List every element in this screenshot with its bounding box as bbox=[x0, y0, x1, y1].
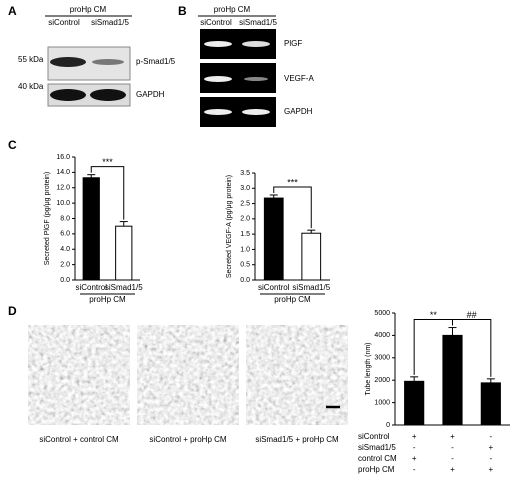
blot-header: proHp CM bbox=[70, 5, 107, 14]
band bbox=[244, 77, 268, 81]
condition-mark: - bbox=[489, 454, 492, 463]
y-tick-label: 3.5 bbox=[240, 170, 250, 177]
condition-label: proHp CM bbox=[358, 465, 395, 474]
lane-label: siSmad1/5 bbox=[239, 18, 277, 27]
condition-label: siControl bbox=[358, 432, 390, 441]
lane-label: siSmad1/5 bbox=[91, 18, 129, 27]
band bbox=[50, 57, 86, 67]
band bbox=[204, 41, 232, 47]
condition-mark: + bbox=[488, 443, 493, 452]
y-tick-label: 6.0 bbox=[60, 231, 70, 238]
band bbox=[92, 59, 124, 65]
micrograph bbox=[137, 325, 239, 425]
condition-mark: + bbox=[450, 432, 455, 441]
y-tick-label: 2000 bbox=[374, 377, 390, 384]
y-tick-label: 1000 bbox=[374, 399, 390, 406]
band bbox=[50, 89, 86, 101]
y-tick-label: 8.0 bbox=[60, 215, 70, 222]
y-tick-label: 0.0 bbox=[60, 277, 70, 284]
condition-mark: - bbox=[451, 443, 454, 452]
bar bbox=[480, 382, 501, 426]
micrograph bbox=[28, 325, 130, 425]
significance-label: ## bbox=[467, 310, 477, 320]
y-tick-label: 14.0 bbox=[56, 169, 70, 176]
panel-label: D bbox=[8, 304, 17, 318]
caption: siControl + proHp CM bbox=[149, 435, 226, 444]
caption: siControl + control CM bbox=[39, 435, 119, 444]
significance-bracket bbox=[90, 166, 125, 220]
y-tick-label: 2.5 bbox=[240, 200, 250, 207]
y-tick-label: 3.0 bbox=[240, 185, 250, 192]
condition-label: control CM bbox=[358, 454, 397, 463]
condition-mark: + bbox=[412, 454, 417, 463]
group-label: proHp CM bbox=[89, 295, 126, 304]
band bbox=[204, 76, 232, 82]
band bbox=[90, 89, 126, 101]
x-tick-label: siSmad1/5 bbox=[292, 283, 330, 292]
condition-mark: - bbox=[413, 443, 416, 452]
condition-mark: + bbox=[488, 465, 493, 474]
y-tick-label: 2.0 bbox=[60, 261, 70, 268]
caption: siSmad1/5 + proHp CM bbox=[255, 435, 339, 444]
y-tick-label: 1.5 bbox=[240, 231, 250, 238]
row-label: p-Smad1/5 bbox=[136, 57, 176, 66]
y-tick-label: 3000 bbox=[374, 355, 390, 362]
bar bbox=[82, 177, 100, 281]
y-tick-label: 4000 bbox=[374, 332, 390, 339]
lane-label: siControl bbox=[200, 18, 232, 27]
panel-label: B bbox=[178, 4, 187, 18]
x-tick-label: siControl bbox=[75, 283, 107, 292]
micrograph bbox=[246, 325, 348, 425]
y-tick-label: 1.0 bbox=[240, 246, 250, 253]
band bbox=[242, 109, 270, 115]
significance-label: ** bbox=[430, 310, 438, 320]
condition-mark: - bbox=[451, 454, 454, 463]
y-axis-label: Secreted PlGF (pg/μg protein) bbox=[44, 172, 51, 266]
y-axis-label: Secreted VEGF-A (pg/μg protein) bbox=[226, 175, 233, 278]
condition-label: siSmad1/5 bbox=[358, 443, 396, 452]
row-label: VEGF-A bbox=[284, 74, 314, 83]
significance-bracket bbox=[452, 319, 492, 377]
y-axis-label: Tube length (nm) bbox=[365, 342, 372, 395]
y-tick-label: 0 bbox=[386, 422, 390, 429]
significance-label: *** bbox=[102, 157, 113, 167]
row-label: GAPDH bbox=[136, 90, 165, 99]
x-tick-label: siSmad1/5 bbox=[105, 283, 143, 292]
significance-bracket bbox=[273, 186, 312, 229]
group-label: proHp CM bbox=[274, 295, 311, 304]
panel-label: A bbox=[8, 4, 17, 18]
y-tick-label: 16.0 bbox=[56, 154, 70, 161]
y-tick-label: 10.0 bbox=[56, 200, 70, 207]
marker-label: 55 kDa bbox=[18, 55, 44, 64]
panel-label: C bbox=[8, 138, 17, 152]
significance-label: *** bbox=[287, 177, 298, 187]
bar bbox=[115, 225, 133, 281]
y-tick-label: 2.0 bbox=[240, 216, 250, 223]
row-label: GAPDH bbox=[284, 107, 313, 116]
bar bbox=[404, 380, 425, 426]
x-tick-label: siControl bbox=[258, 283, 290, 292]
condition-mark: - bbox=[489, 432, 492, 441]
band bbox=[204, 109, 232, 115]
bar bbox=[442, 334, 463, 426]
bar bbox=[301, 232, 322, 281]
condition-mark: + bbox=[450, 465, 455, 474]
condition-mark: - bbox=[413, 465, 416, 474]
lane-label: siControl bbox=[48, 18, 80, 27]
band bbox=[242, 41, 270, 47]
y-tick-label: 4.0 bbox=[60, 246, 70, 253]
marker-label: 40 kDa bbox=[18, 82, 44, 91]
y-tick-label: 12.0 bbox=[56, 185, 70, 192]
gel-header: proHp CM bbox=[214, 5, 251, 14]
y-tick-label: 0.5 bbox=[240, 262, 250, 269]
row-label: PlGF bbox=[284, 39, 302, 48]
bar bbox=[263, 197, 284, 281]
y-tick-label: 5000 bbox=[374, 310, 390, 317]
condition-mark: + bbox=[412, 432, 417, 441]
y-tick-label: 0.0 bbox=[240, 277, 250, 284]
